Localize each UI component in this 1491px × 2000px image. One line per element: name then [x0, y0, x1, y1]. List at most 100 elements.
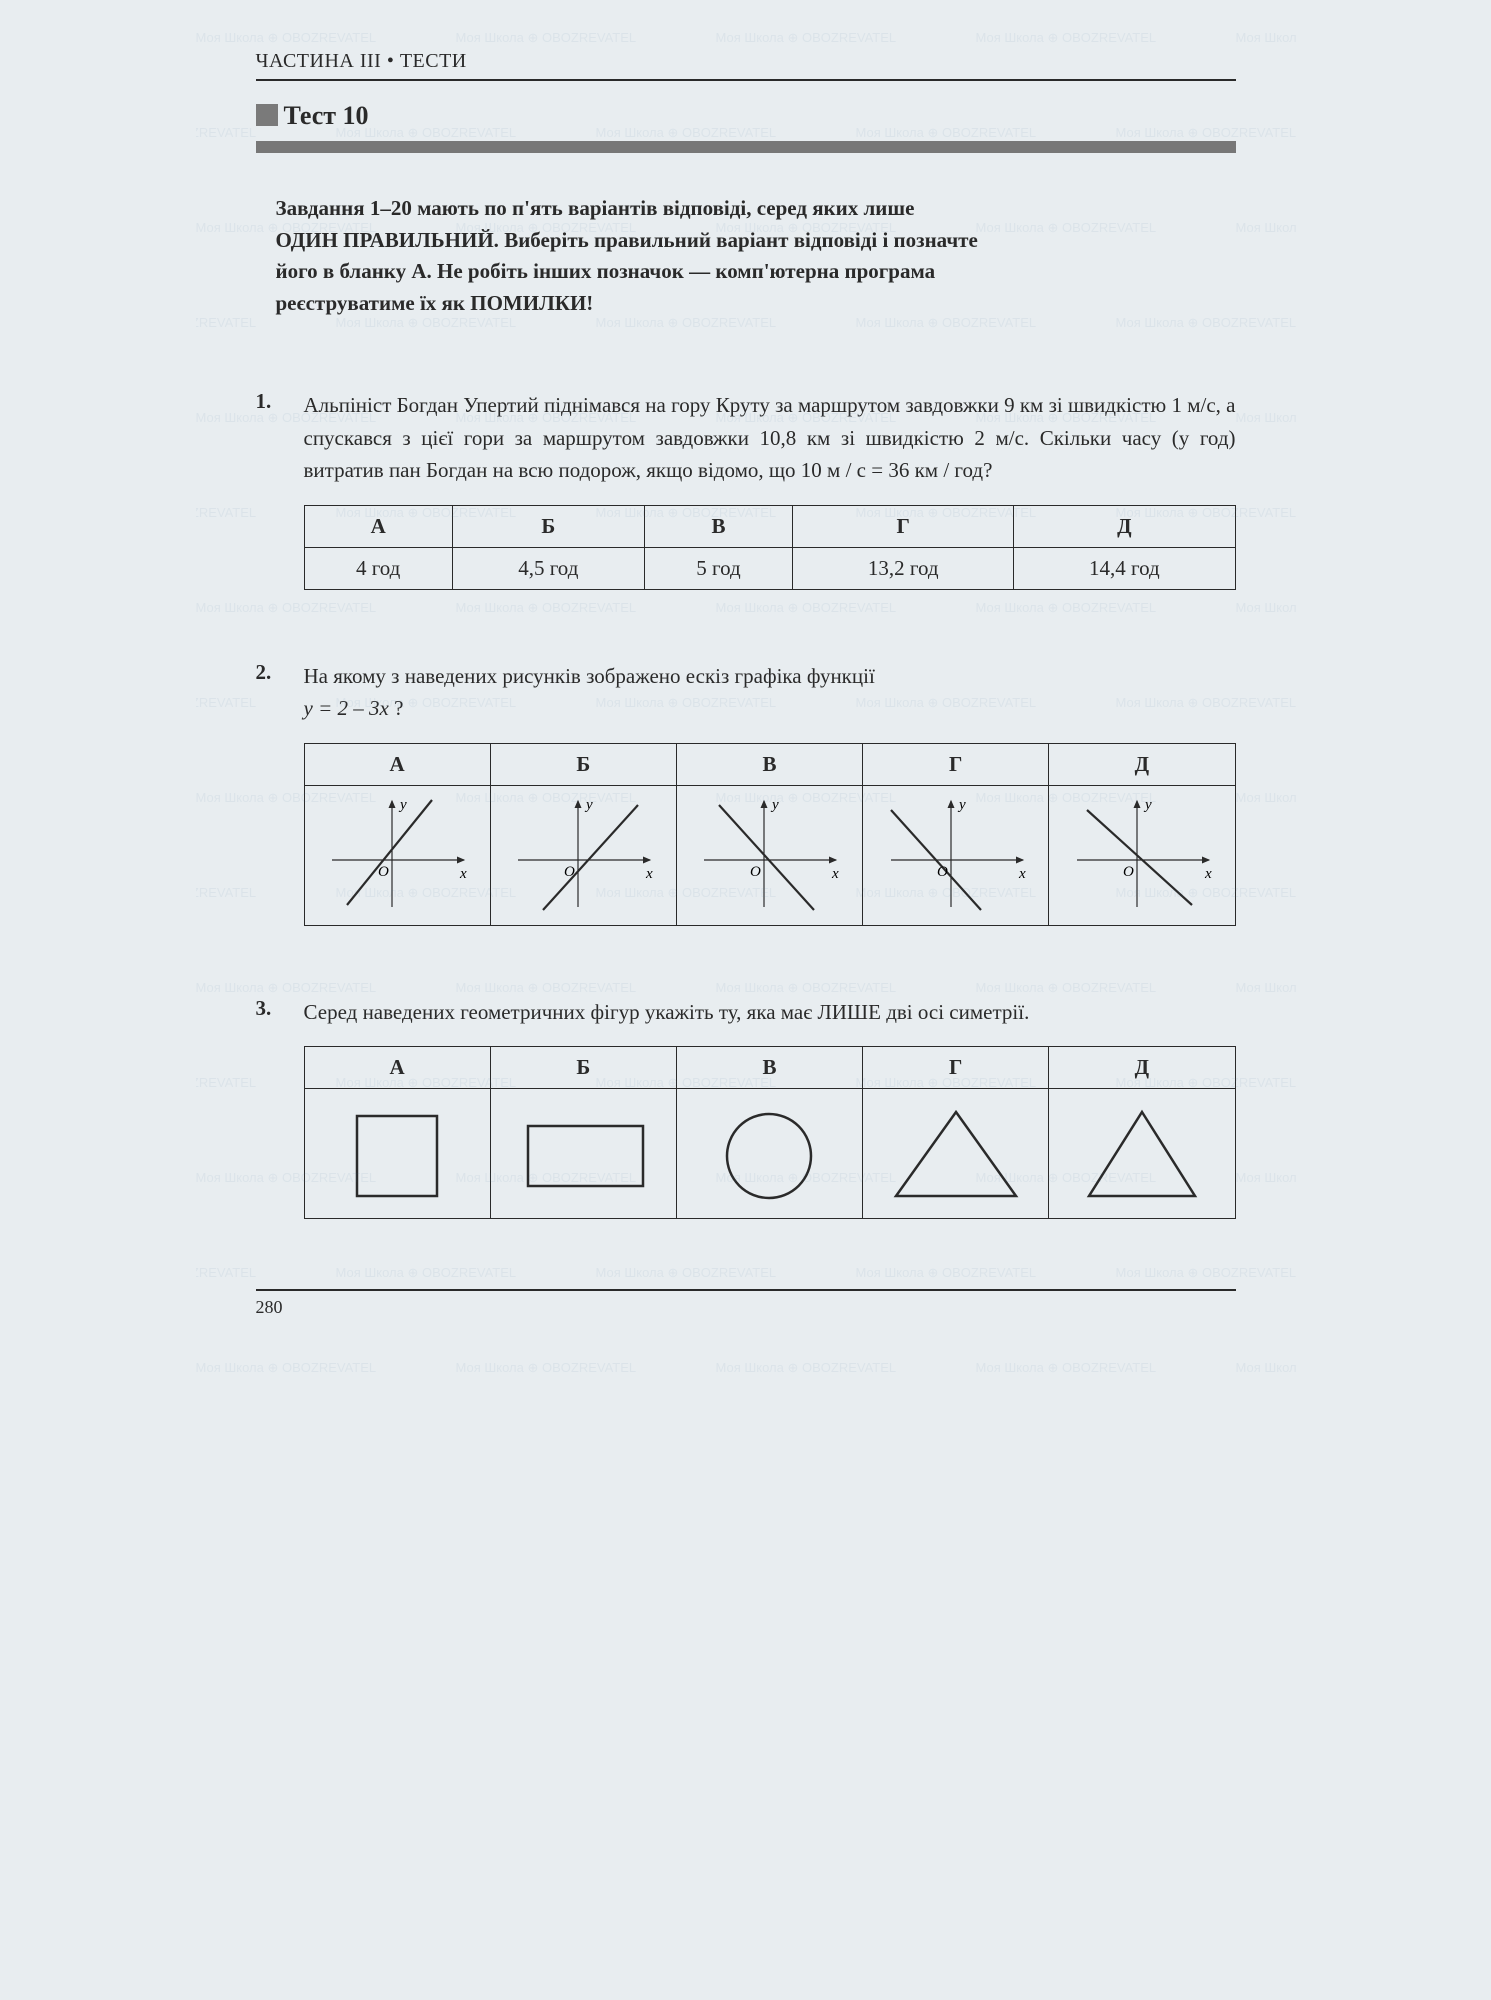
shape-cell-a — [304, 1089, 490, 1219]
table-row: А Б В Г Д — [304, 505, 1235, 547]
col-header: Г — [863, 743, 1049, 785]
graph-cell-d: O x y — [863, 785, 1049, 925]
instr-line2b: Виберіть правильний варіант відповіді і … — [499, 228, 978, 252]
answer-cell: 4 год — [304, 547, 452, 589]
col-header: Г — [793, 505, 1014, 547]
instr-line4b: ПОМИЛКИ! — [470, 291, 593, 315]
svg-text:O: O — [937, 864, 948, 880]
page-footer: 280 — [256, 1289, 1236, 1318]
question-2: 2. На якому з наведених рисунків зображе… — [256, 660, 1236, 926]
shape-svg — [508, 1104, 658, 1204]
q2-text: На якому з наведених рисунків зображено … — [304, 660, 1236, 725]
svg-text:x: x — [459, 866, 467, 882]
shape-svg — [322, 1104, 472, 1204]
answer-cell: 5 год — [644, 547, 792, 589]
col-header: Б — [452, 505, 644, 547]
graph-svg: O x y — [508, 795, 658, 915]
graph-svg: O x y — [322, 795, 472, 915]
graph-a: O x y — [309, 795, 486, 915]
graph-cell-a: O x y — [304, 785, 490, 925]
instr-line2a: ОДИН ПРАВИЛЬНИЙ. — [276, 228, 499, 252]
svg-text:O: O — [750, 864, 761, 880]
shape-cell-e — [1049, 1089, 1235, 1219]
chapter-title: ЧАСТИНА III • ТЕСТИ — [256, 50, 1236, 81]
instr-line4a: реєструватиме їх як — [276, 291, 471, 315]
shape-isoceles-triangle — [867, 1104, 1044, 1204]
graph-b: O x y — [495, 795, 672, 915]
q2-text-a: На якому з наведених рисунків зображено … — [304, 664, 875, 688]
svg-text:x: x — [831, 866, 839, 882]
q3-answers-table: А Б В Г Д — [304, 1046, 1236, 1219]
svg-text:O: O — [564, 864, 575, 880]
col-header: Б — [490, 743, 676, 785]
col-header: В — [644, 505, 792, 547]
table-row: А Б В Г Д — [304, 1047, 1235, 1089]
table-row: 4 год 4,5 год 5 год 13,2 год 14,4 год — [304, 547, 1235, 589]
page-container: Моя Школа ⊕ OBOZREVATELМоя Школа ⊕ OBOZR… — [196, 30, 1296, 1430]
instr-line1: Завдання 1–20 мають по п'ять варіантів в… — [276, 196, 915, 220]
svg-text:y: y — [584, 797, 593, 813]
q2-text-c: ? — [389, 696, 404, 720]
answer-cell: 4,5 год — [452, 547, 644, 589]
question-1: 1. Альпініст Богдан Упертий піднімався н… — [256, 389, 1236, 590]
answer-cell: 13,2 год — [793, 547, 1014, 589]
shape-circle — [681, 1104, 858, 1204]
q2-number: 2. — [256, 660, 284, 926]
answer-cell: 14,4 год — [1014, 547, 1235, 589]
shape-rectangle — [495, 1104, 672, 1204]
table-row: O x y O x y O x y — [304, 785, 1235, 925]
graph-svg: O x y — [1067, 795, 1217, 915]
col-header: Б — [490, 1047, 676, 1089]
col-header: А — [304, 505, 452, 547]
svg-text:y: y — [398, 797, 407, 813]
question-3: 3. Серед наведених геометричних фігур ук… — [256, 996, 1236, 1220]
q2-answers-table: А Б В Г Д O x y — [304, 743, 1236, 926]
instructions-block: Завдання 1–20 мають по п'ять варіантів в… — [276, 193, 1216, 319]
graph-e: O x y — [1053, 795, 1230, 915]
svg-text:x: x — [1018, 866, 1026, 882]
q3-number: 3. — [256, 996, 284, 1220]
shape-svg — [881, 1104, 1031, 1204]
q1-text: Альпініст Богдан Упертий піднімався на г… — [304, 389, 1236, 487]
page-number: 280 — [256, 1297, 283, 1317]
graph-c: O x y — [681, 795, 858, 915]
q3-body: Серед наведених геометричних фігур укажі… — [304, 996, 1236, 1220]
q3-text: Серед наведених геометричних фігур укажі… — [304, 996, 1236, 1029]
graph-svg: O x y — [881, 795, 1031, 915]
shape-cell-c — [676, 1089, 862, 1219]
svg-text:O: O — [378, 864, 389, 880]
col-header: А — [304, 1047, 490, 1089]
shape-square — [309, 1104, 486, 1204]
col-header: Д — [1049, 1047, 1235, 1089]
svg-text:x: x — [645, 866, 653, 882]
shape-svg — [1067, 1104, 1217, 1204]
shape-cell-d — [863, 1089, 1049, 1219]
svg-text:y: y — [770, 797, 779, 813]
col-header: Д — [1049, 743, 1235, 785]
svg-text:O: O — [1123, 864, 1134, 880]
graph-svg: O x y — [694, 795, 844, 915]
graph-cell-e: O x y — [1049, 785, 1235, 925]
col-header: Г — [863, 1047, 1049, 1089]
title-bar — [256, 141, 1236, 153]
test-title: Тест 10 — [256, 101, 1236, 131]
col-header: В — [676, 743, 862, 785]
header-section: ЧАСТИНА III • ТЕСТИ Тест 10 — [256, 50, 1236, 153]
graph-d: O x y — [867, 795, 1044, 915]
table-row — [304, 1089, 1235, 1219]
shape-equilateral-triangle — [1053, 1104, 1230, 1204]
q1-body: Альпініст Богдан Упертий піднімався на г… — [304, 389, 1236, 590]
table-row: А Б В Г Д — [304, 743, 1235, 785]
q1-answers-table: А Б В Г Д 4 год 4,5 год 5 год 13,2 год 1… — [304, 505, 1236, 590]
col-header: А — [304, 743, 490, 785]
q1-number: 1. — [256, 389, 284, 590]
svg-text:y: y — [1143, 797, 1152, 813]
col-header: Д — [1014, 505, 1235, 547]
q2-body: На якому з наведених рисунків зображено … — [304, 660, 1236, 926]
svg-text:y: y — [957, 797, 966, 813]
graph-cell-c: O x y — [676, 785, 862, 925]
q2-formula: y = 2 – 3x — [304, 696, 389, 720]
col-header: В — [676, 1047, 862, 1089]
graph-cell-b: O x y — [490, 785, 676, 925]
instr-line3: його в бланку А. Не робіть інших позначо… — [276, 259, 936, 283]
